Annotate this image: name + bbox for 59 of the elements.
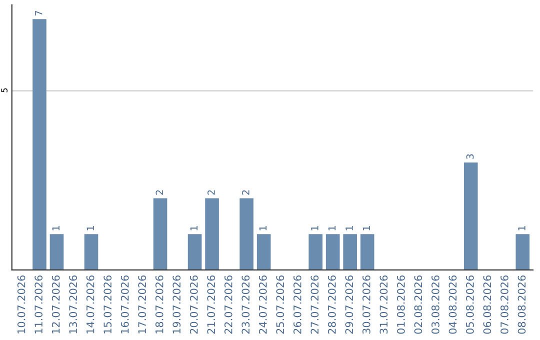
data-label: 3: [466, 154, 474, 159]
x-tick-label: 03.08.2026: [431, 275, 440, 334]
data-label: 1: [52, 226, 60, 230]
x-tick-label: 27.07.2026: [310, 275, 319, 334]
bar: [360, 234, 374, 270]
data-label: 1: [362, 226, 370, 230]
bar: [240, 198, 254, 270]
x-tick-label: 12.07.2026: [52, 275, 60, 334]
x-tick-label: 21.07.2026: [207, 275, 216, 334]
data-label: 1: [311, 226, 318, 230]
x-tick-label: 02.08.2026: [414, 275, 422, 334]
data-label: 2: [242, 190, 250, 195]
x-tick-label: 22.07.2026: [224, 275, 232, 334]
bar: [343, 234, 357, 270]
x-tick-label: 25.07.2026: [276, 275, 284, 334]
x-tick-label: 15.07.2026: [104, 275, 112, 334]
bar: [205, 198, 219, 270]
data-label: 2: [156, 190, 163, 195]
x-tick-label: 19.07.2026: [172, 275, 181, 334]
bar: [153, 198, 168, 270]
data-label: 1: [328, 226, 336, 230]
x-tick-label: 13.07.2026: [69, 275, 78, 334]
x-tick-label: 10.07.2026: [17, 275, 26, 334]
bar: [308, 234, 322, 270]
x-tick-label: 26.07.2026: [293, 275, 302, 334]
y-tick-label: 5: [1, 88, 8, 92]
x-tick-label: 20.07.2026: [190, 275, 198, 334]
x-tick-label: 06.08.2026: [483, 275, 492, 334]
bar: [516, 234, 530, 270]
x-tick-label: 04.08.2026: [448, 275, 457, 334]
data-label: 2: [208, 190, 215, 195]
x-tick-label: 17.07.2026: [138, 275, 146, 334]
x-tick-label: 18.07.2026: [155, 275, 164, 334]
x-tick-label: 07.08.2026: [500, 275, 508, 334]
data-label: 1: [346, 226, 353, 230]
data-label: 1: [518, 226, 526, 230]
data-label: 1: [86, 226, 94, 230]
x-tick-label: 11.07.2026: [34, 275, 43, 334]
bar: [464, 162, 478, 270]
x-tick-label: 05.08.2026: [466, 275, 474, 334]
x-tick-label: 31.07.2026: [380, 275, 388, 334]
bar: [188, 234, 202, 270]
bar: [50, 234, 64, 270]
x-tick-label: 30.07.2026: [362, 275, 370, 334]
bar: [32, 19, 46, 270]
x-tick-label: 14.07.2026: [86, 275, 94, 334]
x-tick-label: 08.08.2026: [518, 275, 526, 334]
x-tick-label: 24.07.2026: [258, 275, 267, 334]
x-tick-label: 23.07.2026: [242, 275, 250, 334]
bar: [84, 234, 98, 270]
data-label: 7: [35, 10, 42, 16]
x-tick-label: 29.07.2026: [345, 275, 354, 334]
bar: [256, 234, 271, 270]
x-tick-label: 01.08.2026: [396, 275, 405, 334]
x-tick-label: 28.07.2026: [328, 275, 336, 334]
data-label: 1: [190, 226, 198, 230]
data-label: 1: [259, 226, 266, 230]
x-tick-label: 16.07.2026: [120, 275, 129, 334]
bar: [326, 234, 340, 270]
